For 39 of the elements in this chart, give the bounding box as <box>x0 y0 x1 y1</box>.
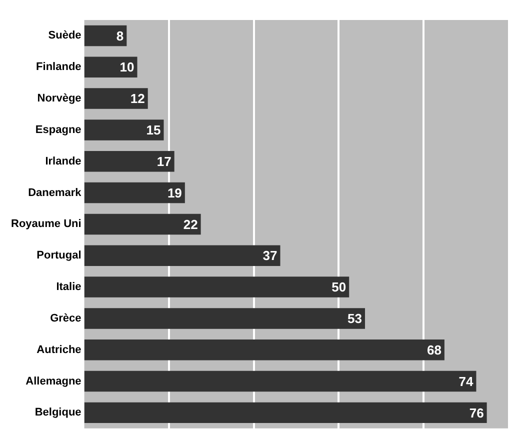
data-label: 12 <box>130 91 145 106</box>
bar <box>84 151 174 172</box>
data-label: 50 <box>332 280 346 295</box>
data-label: 37 <box>262 248 278 264</box>
bar <box>84 214 201 235</box>
bar <box>84 308 365 329</box>
y-tick-label: Irlande <box>45 155 82 168</box>
y-tick-label: Allemagne <box>26 375 82 388</box>
y-tick-label: Danemark <box>28 186 82 199</box>
y-tick-label: Norvège <box>37 92 82 105</box>
y-tick-label: Espagne <box>35 124 82 136</box>
y-tick-label: Finlande <box>36 61 82 74</box>
data-label: 76 <box>469 405 484 420</box>
data-label: 10 <box>120 60 134 75</box>
bar <box>84 339 444 360</box>
bar <box>84 88 148 109</box>
bar <box>84 276 350 298</box>
y-tick-label: Suède <box>48 30 82 42</box>
data-label: 8 <box>116 28 124 44</box>
bar <box>84 56 138 78</box>
bar <box>84 370 476 392</box>
y-tick-label: Italie <box>56 281 82 294</box>
y-tick-label: Portugal <box>36 250 82 262</box>
data-label: 22 <box>183 216 198 232</box>
y-tick-label: Belgique <box>34 406 82 419</box>
bar <box>84 402 487 424</box>
bar <box>84 25 127 46</box>
data-label: 53 <box>348 311 362 326</box>
bar <box>84 245 280 266</box>
bar <box>84 120 164 140</box>
data-label: 17 <box>156 154 172 169</box>
data-label: 19 <box>167 185 182 200</box>
data-label: 68 <box>426 342 442 358</box>
bar <box>84 182 185 204</box>
y-tick-label: Royaume Uni <box>10 218 82 230</box>
y-tick-label: Grèce <box>50 312 82 324</box>
data-label: 15 <box>146 122 161 138</box>
data-label: 74 <box>458 374 474 389</box>
y-tick-label: Autriche <box>36 344 82 356</box>
